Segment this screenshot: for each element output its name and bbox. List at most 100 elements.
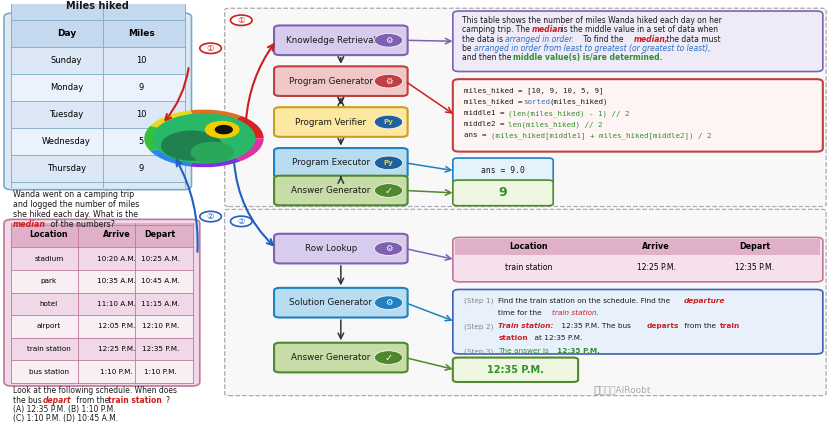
Text: (A) 12:35 P.M. (B) 1:10 P.M.: (A) 12:35 P.M. (B) 1:10 P.M. — [13, 405, 116, 414]
Text: 12:35 P.M.: 12:35 P.M. — [735, 263, 774, 272]
Wedge shape — [190, 138, 241, 167]
Text: 12:05 P.M.: 12:05 P.M. — [98, 323, 135, 330]
Text: arranged in order.: arranged in order. — [505, 35, 574, 43]
Text: miles_hiked =: miles_hiked = — [464, 99, 527, 106]
Text: Wednesday: Wednesday — [42, 137, 91, 146]
Text: 10:35 A.M.: 10:35 A.M. — [97, 278, 136, 284]
Text: train: train — [720, 323, 740, 329]
Text: 12:10 P.M.: 12:10 P.M. — [142, 323, 179, 330]
Text: Depart: Depart — [739, 242, 770, 251]
Text: is the middle value in a set of data when: is the middle value in a set of data whe… — [559, 25, 718, 35]
Text: Program Generator: Program Generator — [289, 77, 373, 86]
Text: ②: ② — [207, 212, 214, 221]
FancyBboxPatch shape — [4, 219, 199, 386]
Circle shape — [375, 74, 403, 88]
Circle shape — [375, 296, 403, 309]
FancyBboxPatch shape — [11, 0, 184, 19]
FancyBboxPatch shape — [11, 19, 184, 47]
Text: Answer Generator: Answer Generator — [291, 186, 371, 195]
Text: 10: 10 — [136, 56, 146, 65]
FancyBboxPatch shape — [11, 338, 193, 360]
Text: middle2 =: middle2 = — [464, 121, 509, 127]
Text: 9: 9 — [139, 164, 144, 173]
Text: ①: ① — [207, 44, 214, 53]
FancyBboxPatch shape — [274, 343, 408, 372]
Wedge shape — [204, 138, 263, 161]
Text: and logged the number of miles: and logged the number of miles — [13, 200, 140, 209]
Text: Arrive: Arrive — [642, 242, 670, 251]
FancyBboxPatch shape — [274, 288, 408, 317]
FancyBboxPatch shape — [11, 155, 184, 182]
FancyBboxPatch shape — [224, 8, 826, 206]
Text: 12:35 P.M.: 12:35 P.M. — [558, 348, 600, 354]
Text: park: park — [41, 278, 57, 284]
FancyBboxPatch shape — [455, 238, 820, 254]
Text: depart: depart — [43, 396, 71, 405]
Text: ✓: ✓ — [385, 352, 392, 362]
Text: from the: from the — [681, 323, 718, 329]
Text: To find the: To find the — [582, 35, 627, 43]
Text: train station: train station — [504, 263, 552, 272]
Text: (len(miles_hiked) - 1) // 2: (len(miles_hiked) - 1) // 2 — [509, 110, 630, 116]
Text: middle value(s) is/are determined.: middle value(s) is/are determined. — [514, 53, 663, 62]
Text: the data must: the data must — [664, 35, 721, 43]
Text: 1:10 P.M.: 1:10 P.M. — [101, 368, 133, 374]
Text: 12:35 P.M. The bus: 12:35 P.M. The bus — [559, 323, 633, 329]
Text: train station.: train station. — [553, 310, 599, 316]
Text: Row Lookup: Row Lookup — [305, 244, 357, 253]
Circle shape — [153, 114, 255, 163]
Text: train station: train station — [27, 346, 71, 352]
Text: (C) 1:10 P.M. (D) 10:45 A.M.: (C) 1:10 P.M. (D) 10:45 A.M. — [13, 414, 118, 422]
Text: 11:15 A.M.: 11:15 A.M. — [141, 301, 179, 307]
Text: ans = 9.0: ans = 9.0 — [481, 166, 525, 176]
Circle shape — [199, 43, 221, 54]
Circle shape — [230, 216, 252, 227]
Text: departure: departure — [683, 298, 725, 304]
Text: miles_hiked = [10, 9, 10, 5, 9]: miles_hiked = [10, 9, 10, 5, 9] — [464, 87, 603, 94]
Text: Day: Day — [57, 29, 76, 38]
Text: Answer Generator: Answer Generator — [291, 353, 371, 362]
Text: she hiked each day. What is the: she hiked each day. What is the — [13, 210, 138, 219]
Text: ⚙: ⚙ — [385, 298, 392, 307]
Text: Train station:: Train station: — [499, 323, 554, 329]
Text: Knowledge Retrieval: Knowledge Retrieval — [286, 36, 376, 45]
FancyBboxPatch shape — [11, 47, 184, 74]
Text: ans =: ans = — [464, 133, 490, 138]
Text: The answer is: The answer is — [499, 348, 552, 354]
FancyBboxPatch shape — [11, 270, 193, 292]
FancyBboxPatch shape — [11, 222, 193, 247]
FancyBboxPatch shape — [453, 357, 578, 382]
Circle shape — [162, 131, 221, 160]
Text: Wanda went on a camping trip: Wanda went on a camping trip — [13, 190, 135, 199]
Text: ⚙: ⚙ — [385, 244, 392, 253]
Text: 1:10 P.M.: 1:10 P.M. — [144, 368, 177, 374]
Text: 9: 9 — [499, 187, 508, 200]
Text: Miles: Miles — [128, 29, 155, 38]
Text: station: station — [499, 335, 528, 341]
Text: 🔊: 🔊 — [593, 384, 599, 395]
Text: hotel: hotel — [40, 301, 58, 307]
Text: Monday: Monday — [50, 83, 83, 92]
Text: at 12:35 P.M.: at 12:35 P.M. — [533, 335, 583, 341]
FancyBboxPatch shape — [11, 128, 184, 155]
Text: Depart: Depart — [145, 230, 176, 239]
FancyBboxPatch shape — [4, 13, 191, 190]
FancyBboxPatch shape — [274, 107, 408, 137]
Text: Thursday: Thursday — [47, 164, 86, 173]
Text: (Step 1): (Step 1) — [464, 298, 495, 304]
Text: len(miles_hiked) // 2: len(miles_hiked) // 2 — [509, 121, 603, 128]
FancyBboxPatch shape — [11, 101, 184, 128]
FancyBboxPatch shape — [453, 238, 823, 282]
Text: Program Verifier: Program Verifier — [295, 117, 366, 127]
FancyBboxPatch shape — [453, 289, 823, 354]
Text: 12:35 P.M.: 12:35 P.M. — [487, 365, 544, 375]
Text: Py: Py — [384, 160, 393, 166]
FancyBboxPatch shape — [11, 315, 193, 338]
Text: ?: ? — [166, 396, 170, 405]
Text: the data is: the data is — [462, 35, 505, 43]
Text: Solution Generator: Solution Generator — [289, 298, 372, 307]
FancyBboxPatch shape — [11, 292, 193, 315]
FancyBboxPatch shape — [453, 11, 823, 71]
Text: 10: 10 — [136, 110, 146, 119]
FancyBboxPatch shape — [274, 148, 408, 178]
